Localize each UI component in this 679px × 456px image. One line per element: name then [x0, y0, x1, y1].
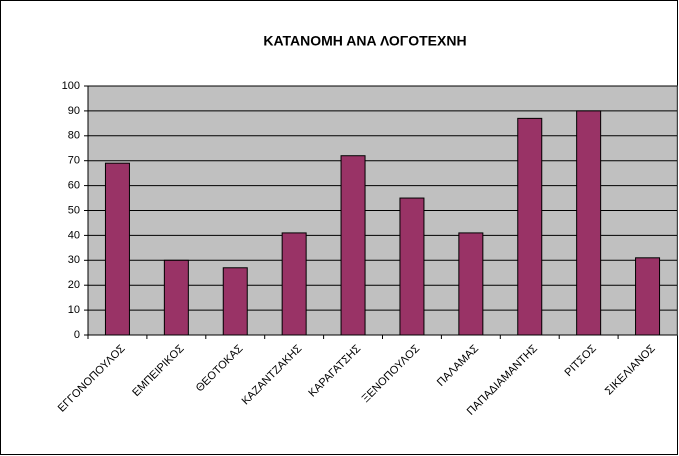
bar	[576, 110, 602, 336]
bar	[399, 197, 425, 336]
bar	[222, 267, 248, 336]
y-tick-label: 30	[68, 254, 80, 266]
bar	[517, 117, 543, 336]
bar	[458, 232, 484, 336]
bar	[340, 155, 366, 336]
bar	[104, 162, 130, 336]
chart-title: ΚΑΤΑΝΟΜΗ ΑΝΑ ΛΟΓΟΤΕΧΝΗ	[263, 33, 466, 49]
bar	[163, 259, 189, 336]
y-tick-label: 90	[68, 105, 80, 117]
y-tick-label: 20	[68, 279, 80, 291]
y-tick-label: 10	[68, 304, 80, 316]
y-tick-label: 40	[68, 229, 80, 241]
y-tick-label: 80	[68, 130, 80, 142]
y-tick-label: 0	[74, 329, 80, 341]
y-tick-label: 60	[68, 180, 80, 192]
y-tick-label: 100	[62, 80, 80, 92]
bar	[635, 257, 661, 336]
y-tick-label: 70	[68, 155, 80, 167]
bar	[281, 232, 307, 336]
y-tick-label: 50	[68, 204, 80, 216]
